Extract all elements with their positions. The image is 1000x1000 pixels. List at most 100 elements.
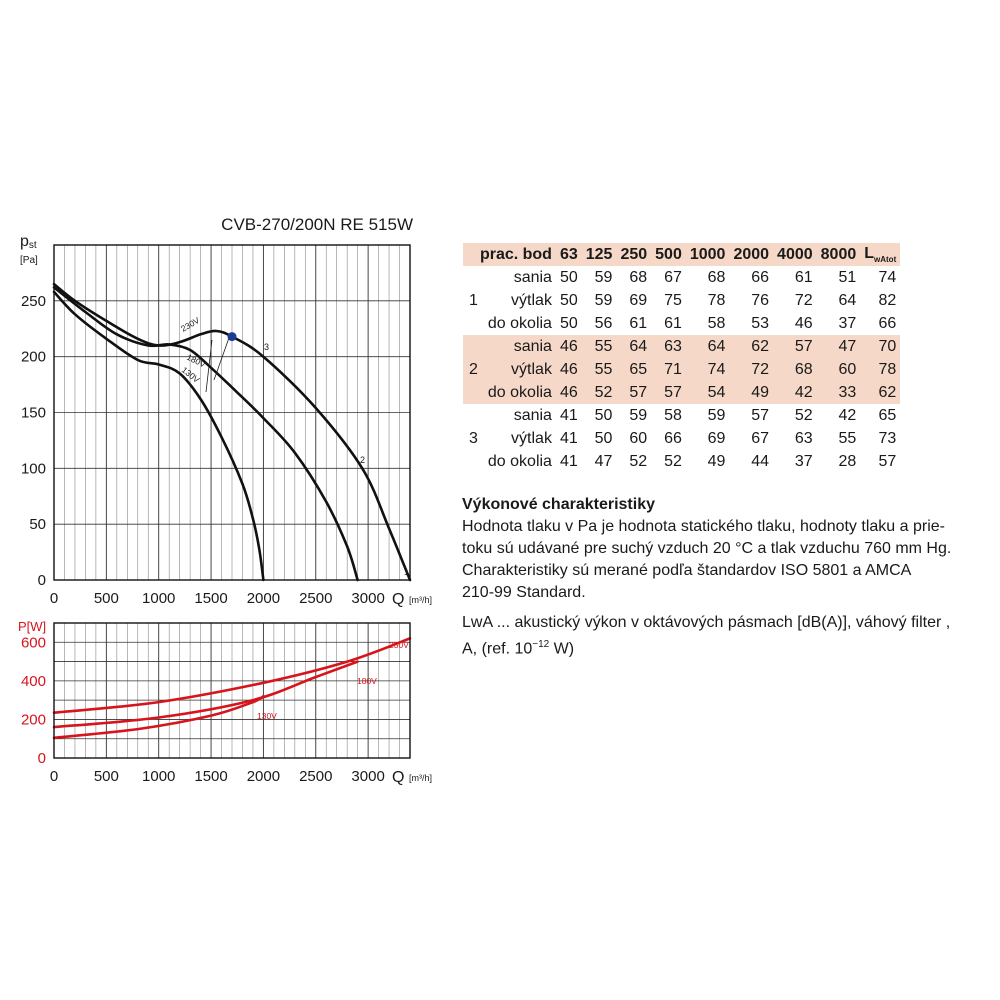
position-cell: výtlak (511, 429, 552, 447)
y-tick-label: 250 (21, 293, 46, 310)
value-cell: 64 (685, 335, 730, 358)
value-cell: 61 (794, 268, 813, 286)
header-cell-band: 250 (616, 243, 652, 266)
value-cell: 59 (707, 406, 726, 424)
value-cell: 64 (616, 335, 652, 358)
position-cell: výtlak (483, 358, 556, 381)
pressure-grid (54, 245, 410, 580)
header-cell-band: 8000 (816, 243, 861, 266)
value-cell: 66 (878, 314, 897, 332)
value-cell: 64 (838, 291, 857, 309)
series-line-180V (52, 660, 359, 729)
y-tick-label: 400 (21, 673, 46, 690)
value-cell: 68 (707, 268, 726, 286)
lwa-note-ref: A, (ref. 10−12 W) (462, 639, 575, 658)
value-cell: 55 (581, 358, 617, 381)
value-cell: 57 (616, 381, 652, 404)
series-line-130V (52, 290, 265, 582)
x-tick-label: 3000 (351, 590, 384, 607)
value-cell: 74 (685, 358, 730, 381)
value-cell: 69 (707, 429, 726, 447)
power-x-axis-label: Q (392, 769, 404, 786)
value-cell: 72 (794, 291, 813, 309)
value-cell: 41 (559, 406, 578, 424)
power-tick-labels: 0 500 1000 1500 2000 2500 3000 0 200 400 600 (21, 634, 385, 785)
y-tick-label: 0 (38, 572, 46, 589)
value-cell: 37 (838, 314, 857, 332)
value-cell: 46 (555, 381, 582, 404)
header-cell-band: 4000 (773, 243, 817, 266)
value-cell: 58 (707, 314, 726, 332)
value-cell: 51 (838, 268, 857, 286)
x-tick-label: 1500 (194, 590, 227, 607)
value-cell: 52 (629, 452, 648, 470)
value-cell: 69 (629, 291, 648, 309)
x-tick-label: 0 (50, 768, 58, 785)
value-cell: 62 (729, 335, 774, 358)
value-cell: 82 (878, 291, 897, 309)
value-cell: 42 (838, 406, 857, 424)
x-tick-label: 2500 (299, 590, 332, 607)
value-cell: 47 (816, 335, 861, 358)
power-x-axis-unit: [m³/h] (409, 773, 432, 783)
value-cell: 57 (878, 452, 897, 470)
power-curve-label-130V: 130V (257, 711, 277, 721)
value-cell: 68 (629, 268, 648, 286)
series-line-130V (52, 695, 265, 740)
y-tick-label: 50 (29, 516, 46, 533)
table-row: do okolia 41 47 52 52 49 44 37 28 57 (463, 450, 900, 473)
pressure-x-axis-label: Q (392, 591, 404, 608)
x-tick-label: 2000 (247, 590, 280, 607)
power-grid (54, 623, 410, 758)
value-cell: 55 (838, 429, 857, 447)
power-y-axis-label: P[W] (18, 619, 46, 634)
value-cell: 42 (773, 381, 817, 404)
table-row: 2 sania 46 55 64 63 64 62 57 47 70 (463, 335, 901, 404)
value-cell: 62 (860, 381, 901, 404)
value-cell: 60 (629, 429, 648, 447)
value-cell: 61 (664, 314, 682, 332)
y-tick-label: 200 (21, 349, 46, 366)
pressure-chart-title: CVB-270/200N RE 515W (221, 215, 413, 234)
value-cell: 52 (794, 406, 813, 424)
y-tick-label: 100 (21, 460, 46, 477)
value-cell: 41 (559, 429, 578, 447)
power-curve-label-180V: 180V (357, 676, 377, 686)
operating-point-label-2: 2 (360, 455, 365, 465)
value-cell: 58 (664, 406, 682, 424)
x-tick-label: 1500 (194, 768, 227, 785)
value-cell: 78 (860, 358, 901, 381)
value-cell: 72 (729, 358, 774, 381)
header-cell-position: prac. bod (463, 243, 556, 266)
x-tick-label: 0 (50, 590, 58, 607)
value-cell: 41 (559, 452, 578, 470)
value-cell: 63 (794, 429, 813, 447)
value-cell: 56 (594, 314, 613, 332)
y-tick-label: 150 (21, 405, 46, 422)
value-cell: 37 (794, 452, 813, 470)
y-tick-label: 600 (21, 634, 46, 651)
value-cell: 46 (555, 335, 582, 358)
value-cell: 53 (751, 314, 770, 332)
value-cell: 44 (751, 452, 770, 470)
table-row: 3 sania 41 50 59 58 59 57 52 42 65 (463, 404, 900, 447)
value-cell: 75 (664, 291, 682, 309)
x-tick-label: 1000 (142, 768, 175, 785)
value-cell: 68 (773, 358, 817, 381)
y-tick-label: 0 (38, 750, 46, 767)
value-cell: 50 (594, 429, 613, 447)
value-cell: 55 (581, 335, 617, 358)
description-line: 210-99 Standard. (462, 584, 586, 601)
x-tick-label: 2000 (247, 768, 280, 785)
table-row: výtlak 46 55 65 71 74 72 68 60 78 (463, 358, 901, 381)
value-cell: 59 (594, 268, 613, 286)
operating-marker (227, 332, 237, 342)
group-id-cell: 1 (469, 291, 478, 309)
value-cell: 57 (651, 381, 686, 404)
value-cell: 50 (559, 268, 578, 286)
series-line-230V (52, 637, 412, 714)
x-tick-label: 500 (94, 590, 119, 607)
curve-label-130V: 130V (180, 365, 202, 385)
header-cell-band: 1000 (685, 243, 730, 266)
